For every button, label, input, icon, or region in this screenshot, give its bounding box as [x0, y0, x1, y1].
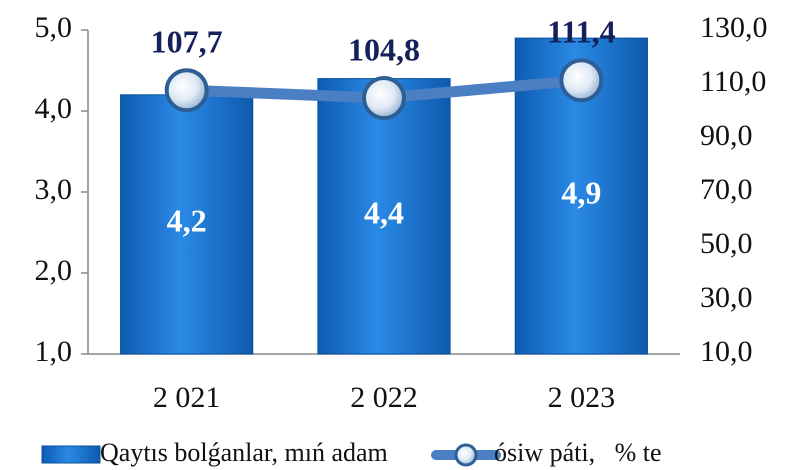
y2-tick-label: 30,0	[700, 281, 753, 314]
legend-label: ósiw páti, % te	[494, 438, 662, 467]
legend-swatch	[41, 445, 101, 464]
line-marker	[362, 76, 406, 121]
line-marker	[164, 68, 209, 113]
bar-value-label: 4,4	[364, 195, 404, 231]
x-tick-label: 2 021	[153, 381, 221, 414]
x-tick-label: 2 023	[548, 381, 616, 414]
y-tick-label: 5,0	[35, 11, 73, 44]
x-tick-label: 2 022	[350, 381, 418, 414]
line-value-label: 104,8	[348, 31, 420, 67]
bar	[317, 78, 451, 355]
bar	[120, 94, 254, 355]
y2-tick-label: 70,0	[700, 173, 753, 206]
y2-tick-label: 90,0	[700, 119, 753, 152]
legend-swatch	[454, 443, 478, 467]
y2-tick-label: 50,0	[700, 227, 753, 260]
line-value-label: 107,7	[151, 24, 223, 60]
y-tick-label: 4,0	[35, 92, 73, 125]
y-tick-label: 3,0	[35, 173, 73, 206]
legend-label: Qaytıs bolǵanlar, mıń adam	[100, 438, 388, 467]
bar-value-label: 4,9	[561, 174, 601, 210]
y2-tick-label: 110,0	[700, 65, 766, 98]
y-tick-label: 1,0	[35, 335, 73, 368]
bar-value-label: 4,2	[167, 203, 207, 239]
line-marker	[559, 58, 604, 103]
y-tick-label: 2,0	[35, 254, 73, 287]
line-value-label: 111,4	[547, 14, 615, 50]
y2-tick-label: 10,0	[700, 335, 753, 368]
y2-tick-label: 130,0	[700, 11, 768, 44]
